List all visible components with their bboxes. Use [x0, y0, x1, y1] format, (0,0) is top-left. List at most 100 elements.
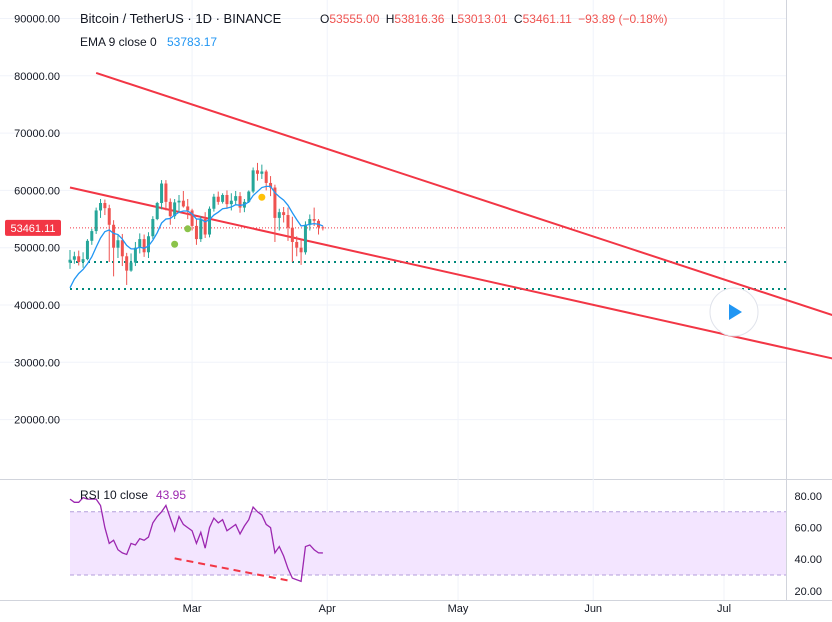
symbol-legend: Bitcoin / TetherUS · 1D · BINANCE O53555…: [80, 11, 668, 502]
candle-body: [273, 187, 277, 218]
candle-body: [264, 171, 268, 183]
candle-body: [138, 239, 142, 248]
candle-body: [129, 262, 133, 271]
candle-body: [68, 259, 72, 263]
last-price-tag-text: 53461.11: [10, 223, 55, 235]
ema-series: [69, 185, 324, 289]
candle-body: [234, 196, 238, 201]
candle-body: [194, 225, 198, 240]
rsi-band: [70, 511, 786, 575]
candle-body: [173, 202, 177, 217]
signal-marker: [184, 225, 192, 233]
price-axis-ticks[interactable]: 90000.00 80000.00 70000.00 60000.00 50000.00…: [14, 14, 60, 427]
price-tick-label: 20000.00: [14, 415, 60, 427]
rsi-tick-label: 20.00: [794, 586, 822, 598]
candle-body: [277, 212, 281, 218]
candle-body: [321, 227, 325, 229]
candle-body: [146, 236, 150, 253]
grid: [0, 0, 786, 600]
candle-body: [116, 240, 120, 248]
candle-body: [199, 219, 203, 240]
candle-body: [168, 201, 172, 217]
high-value: 53816.36: [394, 12, 444, 26]
candle-body: [181, 200, 185, 207]
candle-body: [308, 219, 312, 225]
trendlines[interactable]: [69, 71, 832, 361]
rsi-tick-label: 40.00: [794, 554, 822, 566]
ema-legend-value: 53783.17: [167, 35, 217, 49]
low-value: 53013.01: [458, 12, 508, 26]
candle-body: [160, 183, 164, 204]
candle-body: [120, 240, 124, 257]
signal-marker: [258, 193, 266, 201]
candle-body: [225, 194, 229, 205]
rsi-divergence-line: [174, 557, 293, 583]
play-button[interactable]: [709, 287, 759, 337]
price-tick-label: 80000.00: [14, 71, 60, 83]
signal-markers: [171, 193, 266, 248]
rsi-tick-label: 60.00: [794, 523, 822, 535]
candle-body: [112, 224, 116, 248]
candle-body: [255, 170, 259, 174]
last-price-tag: 53461.11: [5, 219, 61, 236]
time-tick-label: Jun: [584, 603, 602, 615]
close-value: 53461.11: [523, 12, 572, 26]
rsi-axis-ticks[interactable]: 80.00 60.00 40.00 20.00: [794, 491, 822, 598]
time-tick-label: May: [448, 603, 469, 615]
ohlc-readout: O53555.00 H53816.36 L53013.01 C53461.11 …: [320, 12, 668, 26]
price-tick-label: 90000.00: [14, 14, 60, 26]
open-label: O: [320, 12, 329, 26]
candle-body: [94, 210, 98, 232]
time-tick-label: Apr: [319, 603, 336, 615]
trendline-lower: [69, 186, 832, 360]
symbol-title[interactable]: Bitcoin / TetherUS · 1D · BINANCE: [80, 11, 282, 26]
candle-body: [190, 210, 194, 226]
high-label: H: [386, 12, 395, 26]
candle-body: [203, 219, 207, 235]
candle-body: [177, 200, 181, 203]
candle-body: [290, 227, 294, 242]
candle-body: [303, 224, 307, 253]
candle-body: [221, 194, 225, 202]
candle-body: [269, 182, 273, 188]
price-tick-label: 50000.00: [14, 243, 60, 255]
rsi-pane: [69, 496, 786, 583]
candle-body: [282, 212, 286, 216]
candle-body: [260, 171, 264, 174]
close-label: C: [514, 12, 523, 26]
rsi-legend-label[interactable]: RSI 10 close: [80, 488, 148, 502]
open-value: 53555.00: [329, 12, 379, 26]
candle-body: [77, 256, 81, 263]
low-label: L: [451, 12, 458, 26]
rsi-legend-value: 43.95: [156, 488, 186, 502]
candle-body: [299, 247, 303, 253]
candle-body: [133, 247, 137, 263]
price-tick-label: 70000.00: [14, 128, 60, 140]
candlestick-series: [68, 162, 325, 285]
candle-body: [81, 259, 85, 263]
ema-line: [69, 185, 324, 289]
change-value: −93.89 (−0.18%): [578, 12, 667, 26]
candle-body: [312, 219, 316, 221]
candle-body: [155, 203, 159, 220]
time-tick-label: Jul: [717, 603, 731, 615]
trendline-upper: [95, 71, 832, 317]
time-tick-label: Mar: [183, 603, 202, 615]
candle-body: [238, 196, 242, 208]
play-icon: [729, 304, 742, 320]
price-tick-label: 30000.00: [14, 357, 60, 369]
candle-body: [212, 196, 216, 209]
time-axis-ticks[interactable]: Mar Apr May Jun Jul: [183, 603, 731, 615]
ema-legend-label[interactable]: EMA 9 close 0: [80, 35, 157, 49]
candle-body: [229, 200, 233, 205]
price-tick-label: 60000.00: [14, 185, 60, 197]
candle-body: [99, 203, 103, 211]
rsi-line: [69, 496, 323, 583]
signal-marker: [171, 240, 179, 248]
candle-body: [208, 208, 212, 235]
candle-body: [295, 241, 299, 248]
support-lines: [70, 227, 786, 290]
price-tick-label: 40000.00: [14, 300, 60, 312]
candle-body: [90, 231, 94, 241]
